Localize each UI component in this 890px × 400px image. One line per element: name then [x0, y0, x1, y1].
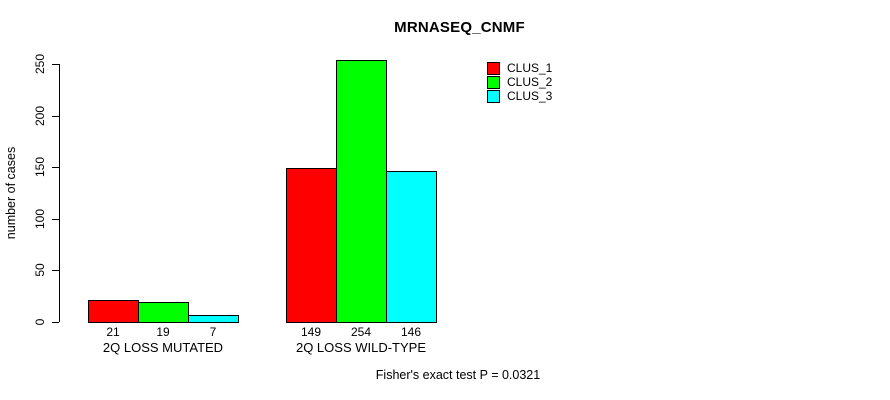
y-axis-tick	[52, 116, 59, 117]
y-axis-title: number of cases	[4, 146, 18, 240]
bar-clus_3	[386, 171, 437, 323]
bar-value-label: 146	[400, 325, 422, 339]
bar-value-label: 19	[156, 325, 170, 339]
x-axis-group-label: 2Q LOSS MUTATED	[102, 340, 224, 355]
legend-swatch-icon	[487, 90, 500, 103]
y-axis-tick	[52, 270, 59, 271]
bar-value-label: 7	[209, 325, 217, 339]
bar-value-label: 149	[300, 325, 322, 339]
y-axis-tick-label: 100	[33, 208, 47, 230]
y-axis-tick	[52, 167, 59, 168]
legend-item-clus_3: CLUS_3	[487, 90, 552, 103]
y-axis-line	[59, 64, 60, 322]
y-axis-tick-label: 250	[33, 53, 47, 75]
legend-swatch-icon	[487, 76, 500, 89]
bar-value-label: 21	[106, 325, 120, 339]
legend-item-clus_2: CLUS_2	[487, 76, 552, 89]
legend-label: CLUS_1	[507, 61, 553, 75]
legend-label: CLUS_3	[507, 89, 553, 103]
legend-item-clus_1: CLUS_1	[487, 62, 552, 75]
bar-clus_1	[286, 168, 337, 323]
legend: CLUS_1 CLUS_2 CLUS_3	[487, 62, 552, 103]
legend-swatch-icon	[487, 62, 500, 75]
y-axis-tick-label: 50	[33, 263, 47, 277]
legend-label: CLUS_2	[507, 75, 553, 89]
bar-clus_3	[188, 314, 239, 323]
y-axis-tick-label: 150	[33, 156, 47, 178]
y-axis-tick	[52, 64, 59, 65]
y-axis-tick-label: 200	[33, 105, 47, 127]
footnote-fishers-test: Fisher's exact test P = 0.0321	[375, 368, 541, 382]
y-axis-tick	[52, 219, 59, 220]
y-axis-tick	[52, 322, 59, 323]
chart-title: MRNASEQ_CNMF	[394, 19, 525, 36]
bar-clus_1	[88, 300, 139, 323]
y-axis-tick-label: 0	[33, 318, 47, 326]
bar-clus_2	[138, 302, 189, 323]
bar-clus_2	[336, 59, 387, 323]
bar-value-label: 254	[350, 325, 372, 339]
x-axis-group-label: 2Q LOSS WILD-TYPE	[295, 340, 427, 355]
